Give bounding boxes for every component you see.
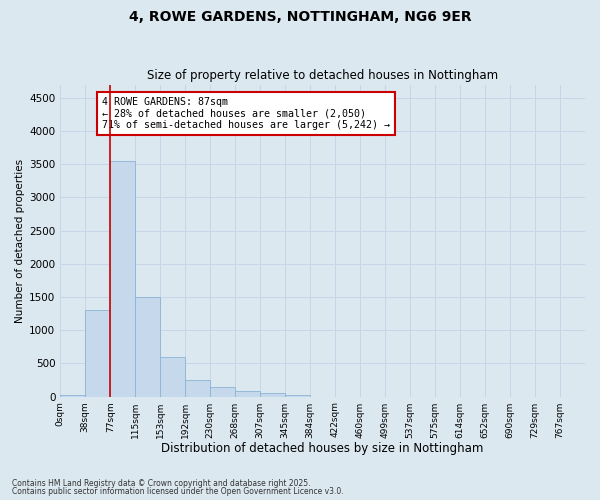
Text: Contains HM Land Registry data © Crown copyright and database right 2025.: Contains HM Land Registry data © Crown c…	[12, 478, 311, 488]
Bar	[160, 357, 185, 397]
X-axis label: Distribution of detached houses by size in Nottingham: Distribution of detached houses by size …	[161, 442, 484, 455]
Bar	[85, 310, 110, 396]
Bar	[135, 297, 160, 396]
Bar	[235, 390, 260, 396]
Bar	[260, 394, 285, 396]
Text: Contains public sector information licensed under the Open Government Licence v3: Contains public sector information licen…	[12, 487, 344, 496]
Text: 4, ROWE GARDENS, NOTTINGHAM, NG6 9ER: 4, ROWE GARDENS, NOTTINGHAM, NG6 9ER	[128, 10, 472, 24]
Text: 4 ROWE GARDENS: 87sqm
← 28% of detached houses are smaller (2,050)
71% of semi-d: 4 ROWE GARDENS: 87sqm ← 28% of detached …	[102, 97, 390, 130]
Bar	[60, 394, 85, 396]
Y-axis label: Number of detached properties: Number of detached properties	[15, 158, 25, 322]
Title: Size of property relative to detached houses in Nottingham: Size of property relative to detached ho…	[147, 69, 498, 82]
Bar	[210, 388, 235, 396]
Bar	[110, 161, 135, 396]
Bar	[185, 380, 210, 396]
